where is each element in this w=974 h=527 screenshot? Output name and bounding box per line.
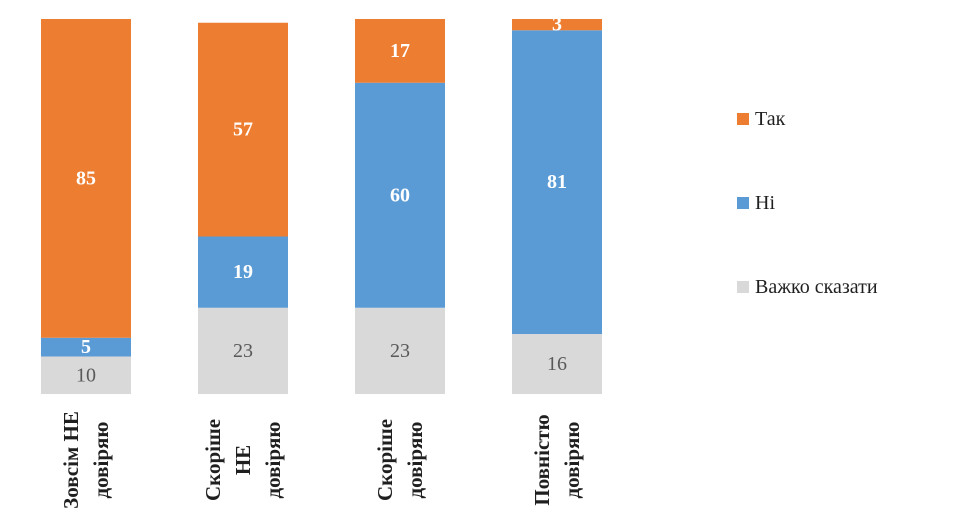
data-label-2-cat-2: 19 [233,261,253,283]
category-label-1-line-2: довіряю [89,422,113,499]
category-label-4-line-2: довіряю [560,422,584,499]
category-labels: Зовсім НЕ довіряю Скоріше НЕ довіряю Скоріше д… [59,411,584,509]
plot-area: 10 5 85 23 19 57 23 60 17 16 81 3 [41,14,602,394]
data-label-3-cat-2: 57 [233,119,253,141]
bar-segment-2-cat-1 [41,337,131,357]
category-label-3-line-2: довіряю [403,422,427,499]
bar-segment-3-cat-4 [512,19,602,31]
category-label-3: Скоріше довіряю [373,419,427,501]
data-label-2-cat-1: 5 [81,336,91,358]
bar-segment-1-cat-2 [198,307,288,394]
bar-segment-1-cat-1 [41,356,131,394]
category-label-2-line-1: Скоріше [201,419,225,501]
bar-segment-2-cat-3 [355,82,445,308]
data-label-2-cat-4: 81 [547,171,567,193]
category-label-2: Скоріше НЕ довіряю [201,419,285,501]
legend-label-3: Важко сказати [755,276,878,298]
data-label-1-cat-1: 10 [76,364,96,386]
category-label-4-line-1: Повністю [530,414,554,505]
category-label-4: Повністю довіряю [530,414,584,505]
data-label-1-cat-3: 23 [390,340,410,362]
bar-segment-3-cat-2 [198,22,288,237]
data-label-3-cat-1: 85 [76,167,96,189]
bar-segment-1-cat-3 [355,307,445,394]
legend-swatch-2 [737,197,749,209]
bar-segment-3-cat-3 [355,19,445,83]
legend-label-1: Так [755,108,786,130]
legend-label-2: Ні [755,192,775,214]
legend-swatch-1 [737,113,749,125]
category-label-1-line-1: Зовсім НЕ [59,411,83,509]
data-label-3-cat-3: 17 [390,40,410,62]
legend-swatch-3 [737,281,749,293]
bar-segment-3-cat-1 [41,19,131,338]
legend: Так Ні Важко сказати [737,108,878,298]
data-label-1-cat-4: 16 [547,353,567,375]
category-label-3-line-1: Скоріше [373,419,397,501]
data-label-1-cat-2: 23 [233,340,253,362]
bar-segment-2-cat-2 [198,236,288,308]
category-label-1: Зовсім НЕ довіряю [59,411,113,509]
bar-segment-1-cat-4 [512,334,602,394]
category-label-2-line-3: довіряю [261,422,285,499]
data-label-2-cat-3: 60 [390,184,410,206]
category-label-2-line-2: НЕ [231,445,255,475]
bar-segment-2-cat-4 [512,30,602,334]
data-label-3-cat-4: 3 [552,14,562,36]
